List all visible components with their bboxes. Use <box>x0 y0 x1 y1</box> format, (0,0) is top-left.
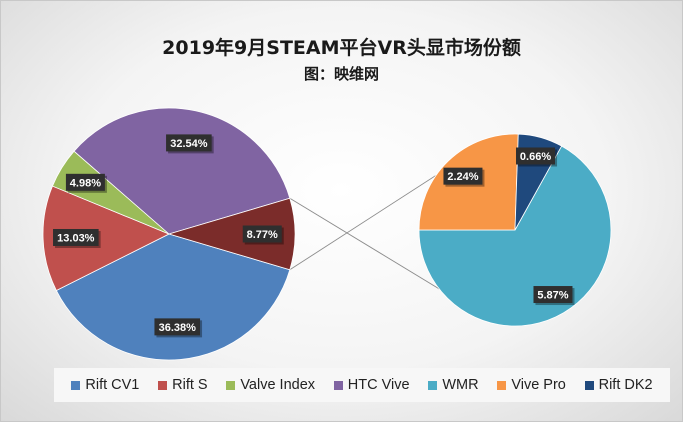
main-label-valve-index-group: 4.98% <box>65 173 107 193</box>
main-label-valve-index-box <box>65 173 105 191</box>
legend-swatch <box>333 380 343 390</box>
legend-swatch <box>71 380 81 390</box>
main-label-other: 8.77% <box>247 229 278 241</box>
secondary-label-rift-dk2-box <box>516 147 556 165</box>
main-label-htc-vive-group: 32.54% <box>166 134 214 154</box>
secondary-label-wmr-group: 5.87% <box>533 286 575 306</box>
legend-item-valve-index: Valve Index <box>226 377 315 393</box>
main-label-rift-s-group: 13.03% <box>53 228 101 248</box>
secondary-label-wmr: 5.87% <box>537 290 568 302</box>
chart-subtitle: 图：映维网 <box>303 65 379 83</box>
secondary-label-rift-dk2-group: 0.66% <box>516 147 558 167</box>
legend-swatch <box>428 380 438 390</box>
main-slice-rift-cv1 <box>55 233 291 361</box>
legend-item-wmr: WMR <box>428 377 479 393</box>
secondary-label-rift-dk2: 0.66% <box>520 151 551 163</box>
main-slice-rift-s <box>42 185 170 292</box>
legend-swatch <box>226 380 236 390</box>
secondary-label-vive-pro-box <box>443 167 483 185</box>
legend-label: WMR <box>442 377 479 393</box>
legend-item-htc-vive: HTC Vive <box>333 377 410 393</box>
legend-item-rift-dk2: Rift DK2 <box>584 377 653 393</box>
secondary-label-vive-pro: 2.24% <box>447 171 478 183</box>
main-label-valve-index: 4.98% <box>70 177 101 189</box>
legend-label: HTC Vive <box>347 377 410 393</box>
legend-label: Vive Pro <box>511 377 566 393</box>
main-slice-htc-vive <box>73 107 291 235</box>
main-label-rift-s: 13.03% <box>57 232 95 244</box>
legend-label: Rift S <box>172 377 208 393</box>
legend-item-rift-s: Rift S <box>158 377 208 393</box>
legend-item-vive-pro: Vive Pro <box>497 377 566 393</box>
legend-swatch <box>497 380 507 390</box>
main-label-other-group: 8.77% <box>242 225 284 245</box>
legend-label: Rift CV1 <box>85 377 140 393</box>
legend-label: Rift DK2 <box>598 377 653 393</box>
secondary-label-vive-pro-group: 2.24% <box>443 167 485 187</box>
main-label-rift-cv1-group: 36.38% <box>154 318 203 338</box>
secondary-label-wmr-box <box>533 286 573 304</box>
main-label-other-box <box>242 225 282 243</box>
legend-swatch <box>158 380 168 390</box>
legend-item-rift-cv1: Rift CV1 <box>71 377 139 393</box>
main-label-htc-vive-box <box>166 134 212 152</box>
main-label-rift-cv1-box <box>154 318 201 336</box>
chart-title: 2019年9月STEAM平台VR头显市场份额 <box>162 37 521 59</box>
main-slice-other <box>167 197 296 271</box>
main-label-rift-cv1: 36.38% <box>159 322 197 334</box>
main-label-htc-vive: 32.54% <box>170 138 208 150</box>
main-label-rift-s-box <box>53 228 99 246</box>
legend-label: Valve Index <box>240 377 316 393</box>
chart-legend: Rift CV1 Rift S Valve Index HTC Vive WMR Vive… <box>54 368 670 402</box>
legend-swatch <box>584 380 594 390</box>
secondary-slice-wmr <box>418 145 612 327</box>
